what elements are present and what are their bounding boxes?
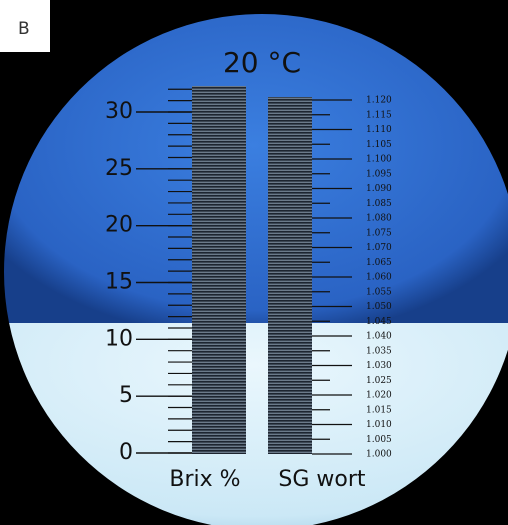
sg-label: 1.000: [366, 450, 392, 460]
sg-label: 1.105: [366, 140, 392, 150]
brix-label: 10: [105, 326, 133, 351]
sg-label: 1.070: [366, 243, 392, 253]
brix-label: 5: [119, 383, 133, 408]
sg-label: 1.085: [366, 199, 392, 209]
sg-label: 1.015: [366, 405, 392, 415]
sg-label: 1.025: [366, 376, 392, 386]
page: B 20 °C 30 25 20 15 10 5 0 1.120 1.115 1.110 1.105…: [0, 0, 508, 525]
sg-label: 1.020: [366, 391, 392, 401]
brix-label: 0: [119, 440, 133, 465]
sg-label: 1.080: [366, 214, 392, 224]
sg-label: 1.060: [366, 273, 392, 283]
sg-label: 1.030: [366, 361, 392, 371]
brix-label: 25: [105, 156, 133, 181]
sg-label: 1.100: [366, 155, 392, 165]
sg-label: 1.090: [366, 184, 392, 194]
sg-label: 1.120: [366, 96, 392, 106]
sg-label: 1.045: [366, 317, 392, 327]
sg-label: 1.010: [366, 420, 392, 430]
sg-label: 1.095: [366, 169, 392, 179]
brix-column: [192, 86, 246, 454]
sg-caption: SG wort: [278, 467, 366, 492]
brix-label: 30: [105, 99, 133, 124]
refractometer-view: B 20 °C 30 25 20 15 10 5 0 1.120 1.115 1.110 1.105…: [0, 0, 508, 525]
sg-label: 1.115: [366, 110, 392, 120]
sg-label: 1.065: [366, 258, 392, 268]
sg-label: 1.055: [366, 287, 392, 297]
sg-label: 1.005: [366, 435, 392, 445]
brix-caption: Brix %: [169, 467, 240, 492]
sg-label: 1.110: [366, 125, 392, 135]
sg-label: 1.035: [366, 346, 392, 356]
sg-label: 1.040: [366, 332, 392, 342]
sg-label: 1.075: [366, 228, 392, 238]
brix-label: 20: [105, 213, 133, 238]
title: 20 °C: [223, 46, 301, 79]
sg-label: 1.050: [366, 302, 392, 312]
brix-label: 15: [105, 270, 133, 295]
sg-column: [268, 97, 312, 454]
panel-label: B: [18, 19, 30, 39]
